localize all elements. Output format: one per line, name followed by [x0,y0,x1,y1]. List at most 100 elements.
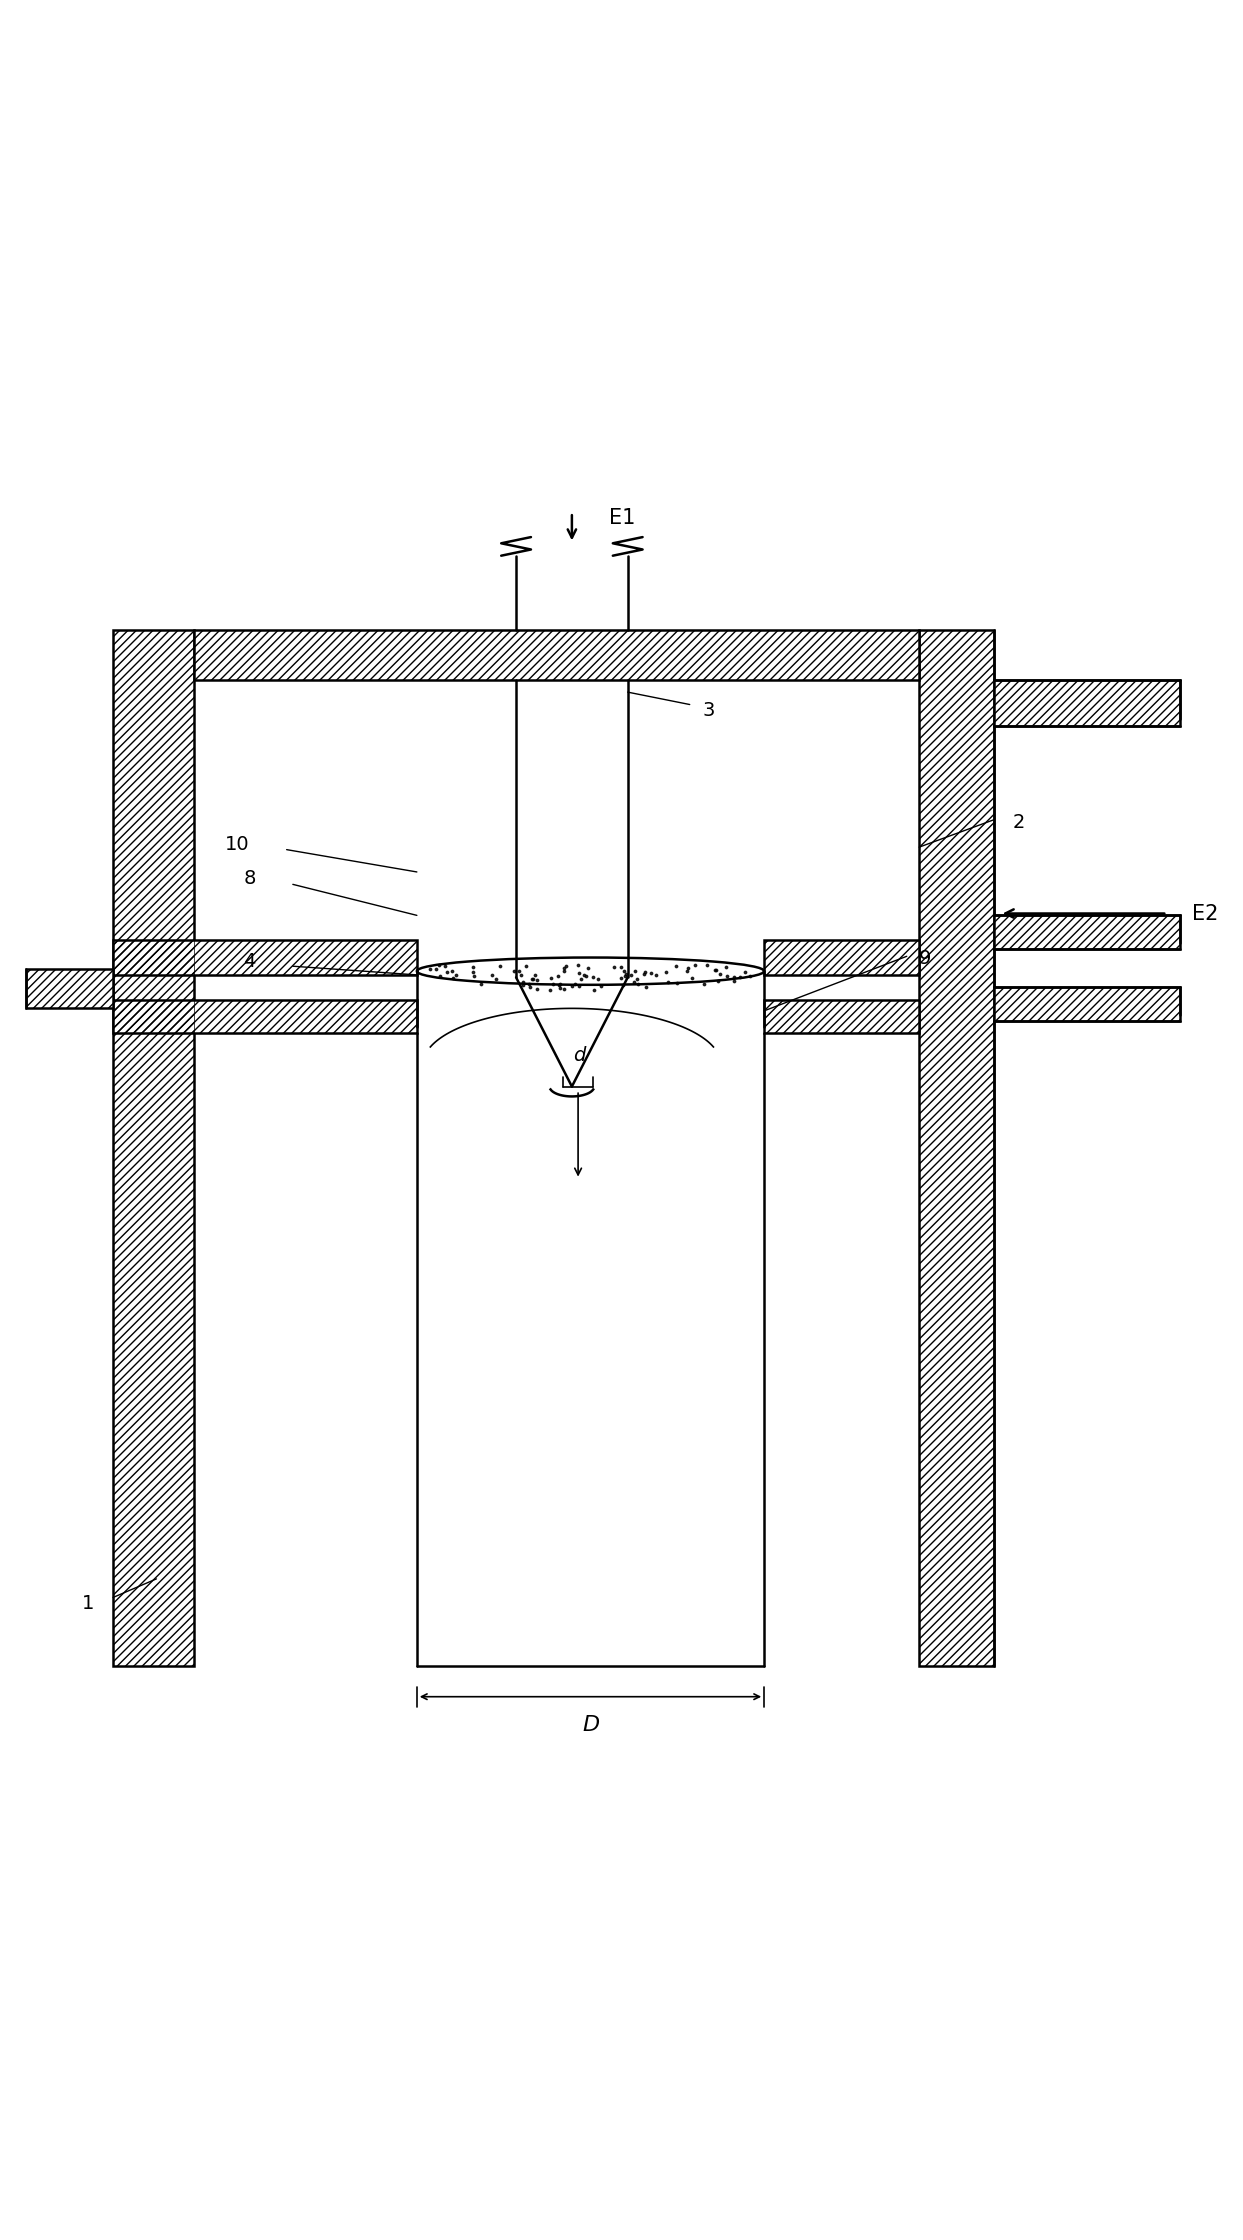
Point [666,965,686,1001]
Point [588,961,608,997]
Point [725,959,745,995]
Point [462,954,482,990]
Point [685,948,705,983]
Point [741,959,761,995]
Text: d: d [573,1046,585,1066]
Point [543,965,563,1001]
Point [583,959,603,995]
Point [551,970,571,1006]
Point [735,954,755,990]
Point [646,956,666,992]
Point [562,968,582,1004]
Point [512,963,532,999]
Bar [993,679,1180,726]
Point [636,968,656,1004]
Point [513,968,533,1004]
Point [730,959,750,995]
Bar [993,988,1180,1021]
Point [441,952,461,988]
Text: 3: 3 [702,701,715,721]
Point [549,968,569,1004]
Point [682,961,702,997]
Point [527,963,547,999]
Text: E2: E2 [1192,903,1218,923]
Text: 8: 8 [244,869,256,887]
Bar [26,968,113,1008]
Point [679,950,699,986]
Bar [113,941,416,974]
Bar [993,916,1180,950]
Point [574,956,594,992]
Point [705,952,725,988]
Point [527,972,547,1008]
Point [430,959,450,995]
Point [723,963,743,999]
Point [471,968,491,1004]
Point [706,952,726,988]
Point [508,954,528,990]
Bar [919,629,993,1667]
Point [626,961,646,997]
Bar [764,941,919,974]
Text: 1: 1 [82,1595,94,1613]
Point [576,959,595,995]
Point [707,963,727,999]
Point [620,956,640,992]
Point [641,954,661,990]
Point [569,968,589,1004]
Point [523,961,543,997]
Point [568,956,588,992]
Point [617,956,636,992]
Bar [993,988,1180,1021]
Point [486,961,506,997]
Bar [993,679,1180,726]
Bar [113,941,416,974]
Point [551,965,571,1001]
Point [666,948,686,983]
Point [658,963,677,999]
Point [634,956,654,992]
Point [625,952,645,988]
Point [491,948,511,983]
Point [584,972,604,1008]
Point [435,948,455,983]
Point [438,954,457,990]
Point [612,948,631,983]
Bar [194,629,919,679]
Text: E1: E1 [609,508,635,529]
Point [541,961,561,997]
Point [520,970,539,1006]
Point [578,950,598,986]
Point [556,948,576,983]
Point [420,952,440,988]
Point [572,961,592,997]
Point [697,948,717,983]
Point [656,954,676,990]
Point [613,968,633,1004]
Point [612,961,631,997]
Text: D: D [582,1716,599,1736]
Text: 9: 9 [919,950,931,968]
Bar [113,629,194,1667]
Point [539,972,559,1008]
Point [716,950,736,986]
Point [614,959,634,995]
Bar [26,968,113,1008]
Bar [113,629,194,1667]
Point [462,950,482,986]
Point [548,959,568,995]
Point [628,965,648,1001]
Point [482,956,502,992]
Point [614,954,634,990]
Point [635,954,655,990]
Bar [194,629,919,679]
Point [568,948,588,983]
Point [446,956,466,992]
Point [554,954,574,990]
Point [516,948,536,983]
Text: 4: 4 [244,952,256,970]
Text: 10: 10 [225,836,250,853]
Point [505,954,525,990]
Point [429,948,449,983]
Point [677,954,697,990]
